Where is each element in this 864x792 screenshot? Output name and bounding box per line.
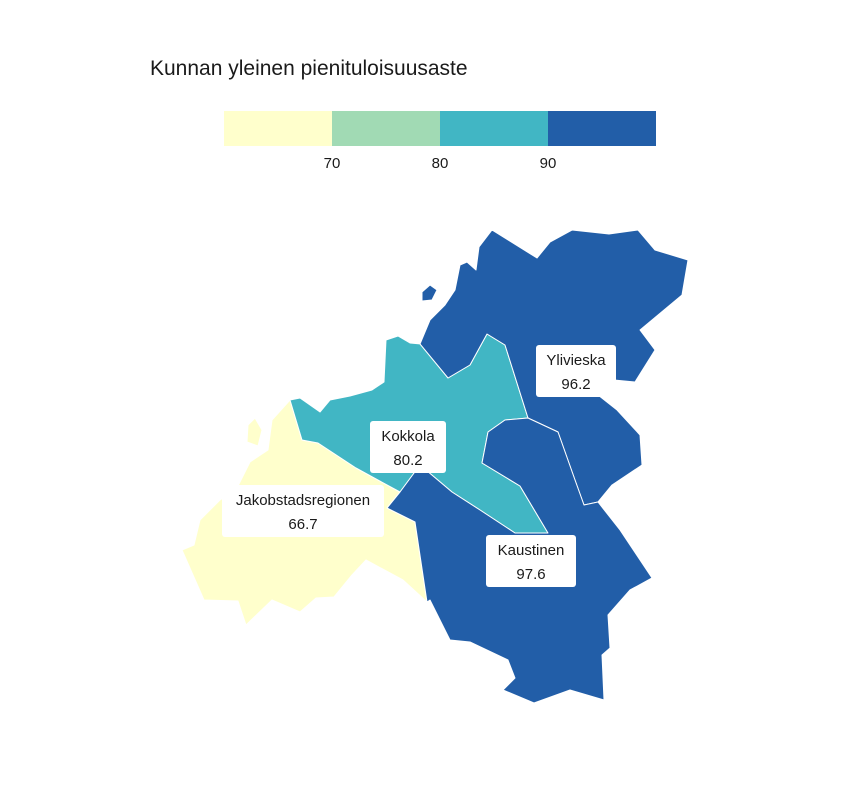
legend-tick-90: 90 — [539, 155, 557, 172]
color-legend: 70 80 90 — [224, 111, 656, 181]
label-ylivieska-value: 96.2 — [561, 376, 590, 393]
label-jakobstadsregionen: Jakobstadsregionen 66.7 — [222, 485, 384, 537]
legend-swatch-1 — [224, 111, 332, 146]
legend-ticks: 70 80 90 — [224, 146, 656, 176]
legend-swatch-4 — [548, 111, 656, 146]
legend-swatch-3 — [440, 111, 548, 146]
label-jakobstadsregionen-name: Jakobstadsregionen — [236, 492, 370, 509]
legend-tick-70: 70 — [323, 155, 341, 172]
label-kaustinen-value: 97.6 — [516, 566, 545, 583]
label-kaustinen: Kaustinen 97.6 — [486, 535, 576, 587]
label-kokkola: Kokkola 80.2 — [370, 421, 446, 473]
label-kokkola-value: 80.2 — [393, 452, 422, 469]
legend-swatch-2 — [332, 111, 440, 146]
label-jakobstadsregionen-value: 66.7 — [288, 516, 317, 533]
label-kokkola-name: Kokkola — [381, 428, 435, 445]
label-ylivieska-name: Ylivieska — [546, 352, 606, 369]
label-kaustinen-name: Kaustinen — [498, 542, 565, 559]
label-ylivieska: Ylivieska 96.2 — [536, 345, 616, 397]
legend-tick-80: 80 — [431, 155, 449, 172]
map-title: Kunnan yleinen pienituloisuusaste — [150, 57, 468, 80]
legend-bar — [224, 111, 656, 146]
